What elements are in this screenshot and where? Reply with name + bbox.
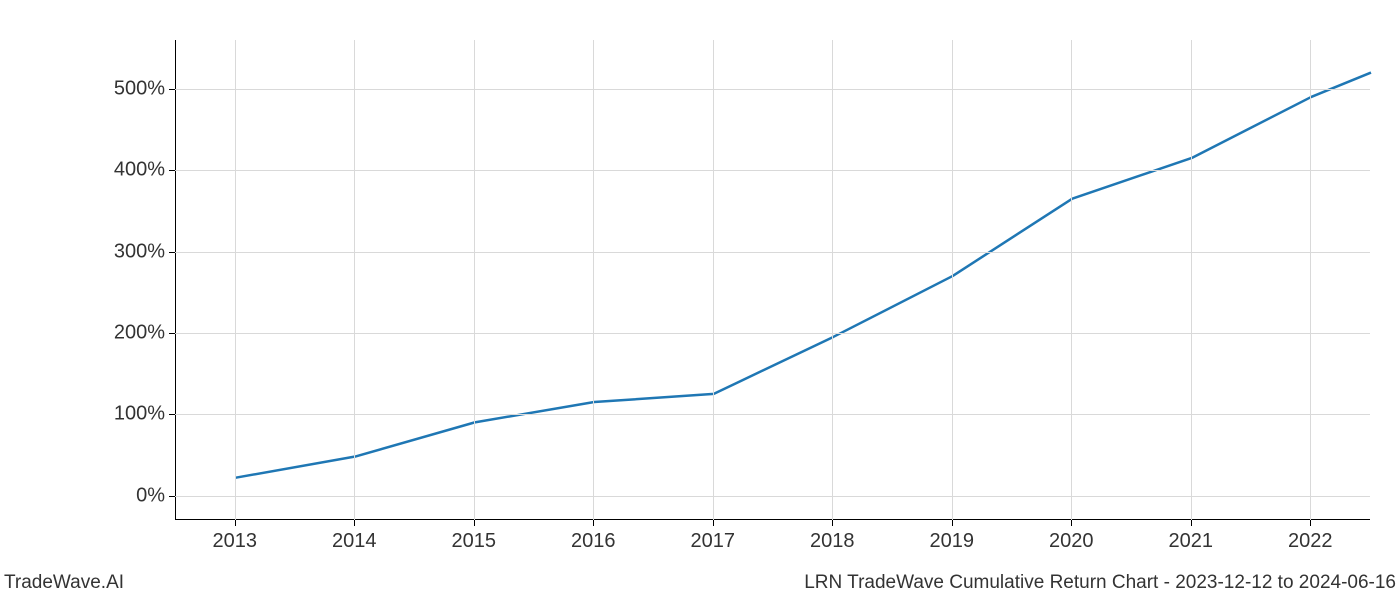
- x-tick-label: 2021: [1169, 530, 1214, 553]
- grid-line-vertical: [474, 40, 475, 520]
- y-tick-label: 100%: [105, 403, 165, 426]
- x-tick-mark: [354, 520, 355, 526]
- chart-line: [236, 73, 1371, 478]
- grid-line-vertical: [1191, 40, 1192, 520]
- x-tick-label: 2018: [810, 530, 855, 553]
- x-tick-mark: [1310, 520, 1311, 526]
- x-tick-label: 2015: [452, 530, 497, 553]
- y-tick-label: 400%: [105, 159, 165, 182]
- x-tick-mark: [832, 520, 833, 526]
- grid-line-horizontal: [175, 170, 1370, 171]
- grid-line-vertical: [832, 40, 833, 520]
- x-tick-label: 2014: [332, 530, 377, 553]
- y-tick-mark: [169, 496, 175, 497]
- x-tick-label: 2013: [213, 530, 258, 553]
- x-tick-mark: [1071, 520, 1072, 526]
- footer-left-text: TradeWave.AI: [4, 572, 124, 594]
- x-tick-label: 2022: [1288, 530, 1333, 553]
- y-tick-mark: [169, 333, 175, 334]
- x-tick-mark: [235, 520, 236, 526]
- y-tick-mark: [169, 170, 175, 171]
- grid-line-horizontal: [175, 333, 1370, 334]
- grid-line-vertical: [713, 40, 714, 520]
- y-tick-label: 500%: [105, 77, 165, 100]
- grid-line-horizontal: [175, 414, 1370, 415]
- grid-line-horizontal: [175, 252, 1370, 253]
- grid-line-horizontal: [175, 89, 1370, 90]
- y-tick-label: 300%: [105, 240, 165, 263]
- x-tick-mark: [593, 520, 594, 526]
- x-tick-mark: [952, 520, 953, 526]
- y-tick-label: 200%: [105, 321, 165, 344]
- y-tick-mark: [169, 252, 175, 253]
- y-tick-label: 0%: [105, 484, 165, 507]
- grid-line-vertical: [593, 40, 594, 520]
- chart-container: 2013 2014 2015 2016 2017 2018 2019 2020 2021 2022…: [0, 0, 1400, 600]
- x-tick-label: 2017: [691, 530, 736, 553]
- x-tick-label: 2019: [930, 530, 975, 553]
- footer-right-text: LRN TradeWave Cumulative Return Chart - …: [804, 572, 1396, 594]
- x-tick-label: 2020: [1049, 530, 1094, 553]
- grid-line-vertical: [952, 40, 953, 520]
- grid-line-vertical: [354, 40, 355, 520]
- grid-line-vertical: [1310, 40, 1311, 520]
- x-tick-mark: [1191, 520, 1192, 526]
- x-tick-label: 2016: [571, 530, 616, 553]
- y-tick-mark: [169, 89, 175, 90]
- grid-line-vertical: [1071, 40, 1072, 520]
- grid-line-horizontal: [175, 496, 1370, 497]
- x-tick-mark: [474, 520, 475, 526]
- y-tick-mark: [169, 414, 175, 415]
- x-tick-mark: [713, 520, 714, 526]
- chart-line-svg: [176, 40, 1371, 520]
- grid-line-vertical: [235, 40, 236, 520]
